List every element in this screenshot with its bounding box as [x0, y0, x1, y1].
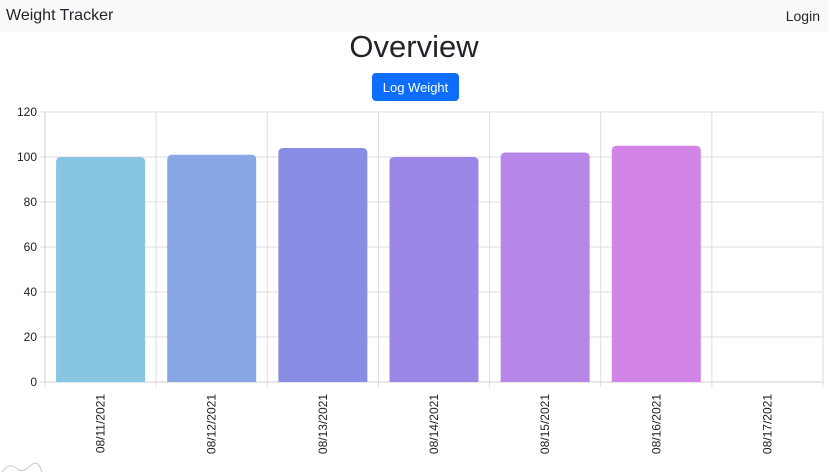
- login-link[interactable]: Login: [785, 8, 820, 24]
- y-tick-label: 60: [24, 240, 38, 254]
- navbar: Weight Tracker Login: [0, 0, 828, 32]
- x-tick-label: 08/13/2021: [316, 394, 330, 454]
- weight-bar-chart: 0 20 40 60 80 100 120 08/11/2021 08/12/2021 08/13…: [17, 105, 824, 454]
- x-tick-label: 08/11/2021: [94, 394, 108, 453]
- y-tick-label: 80: [24, 195, 38, 209]
- bar[interactable]: [500, 152, 590, 383]
- bar[interactable]: [167, 154, 257, 382]
- chart-decoration-icon: [1, 462, 43, 473]
- y-tick-label: 20: [24, 330, 38, 344]
- bar[interactable]: [611, 145, 701, 382]
- x-tick-label: 08/15/2021: [538, 394, 552, 454]
- bar[interactable]: [389, 157, 479, 382]
- x-tick-label: 08/12/2021: [205, 394, 219, 454]
- bar[interactable]: [56, 157, 146, 382]
- y-tick-label: 40: [24, 285, 38, 299]
- log-weight-button[interactable]: Log Weight: [372, 73, 459, 101]
- y-tick-label: 0: [30, 375, 37, 389]
- page-title: Overview: [349, 29, 479, 64]
- x-tick-label: 08/17/2021: [760, 394, 774, 454]
- y-tick-label: 100: [17, 150, 37, 164]
- y-tick-label: 120: [17, 105, 37, 119]
- brand-link[interactable]: Weight Tracker: [6, 7, 114, 24]
- x-tick-label: 08/16/2021: [649, 394, 663, 454]
- bar[interactable]: [278, 148, 368, 382]
- x-tick-label: 08/14/2021: [427, 394, 441, 454]
